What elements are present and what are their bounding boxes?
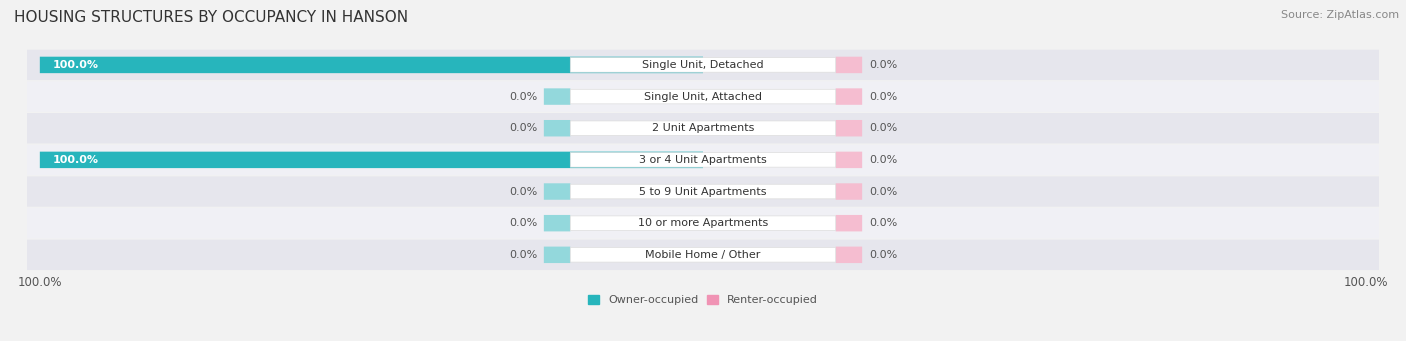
Text: Source: ZipAtlas.com: Source: ZipAtlas.com [1281,10,1399,20]
Text: 0.0%: 0.0% [869,60,897,70]
Text: 0.0%: 0.0% [869,250,897,260]
Text: 0.0%: 0.0% [869,218,897,228]
FancyBboxPatch shape [571,152,835,167]
FancyBboxPatch shape [571,121,835,135]
FancyBboxPatch shape [835,120,862,136]
Text: 0.0%: 0.0% [509,187,537,196]
Text: 0.0%: 0.0% [509,92,537,102]
FancyBboxPatch shape [544,120,571,136]
FancyBboxPatch shape [27,176,1379,207]
FancyBboxPatch shape [27,240,1379,270]
Text: 0.0%: 0.0% [509,218,537,228]
FancyBboxPatch shape [835,57,862,73]
Text: Single Unit, Attached: Single Unit, Attached [644,92,762,102]
FancyBboxPatch shape [544,247,571,263]
Legend: Owner-occupied, Renter-occupied: Owner-occupied, Renter-occupied [588,295,818,305]
FancyBboxPatch shape [39,57,703,73]
Text: 0.0%: 0.0% [509,123,537,133]
Text: 3 or 4 Unit Apartments: 3 or 4 Unit Apartments [640,155,766,165]
FancyBboxPatch shape [835,152,862,168]
Text: Single Unit, Detached: Single Unit, Detached [643,60,763,70]
FancyBboxPatch shape [27,113,1379,144]
Text: 0.0%: 0.0% [869,155,897,165]
Text: 100.0%: 100.0% [53,60,98,70]
FancyBboxPatch shape [544,215,571,232]
Text: HOUSING STRUCTURES BY OCCUPANCY IN HANSON: HOUSING STRUCTURES BY OCCUPANCY IN HANSO… [14,10,408,25]
Text: 0.0%: 0.0% [869,92,897,102]
FancyBboxPatch shape [27,81,1379,112]
FancyBboxPatch shape [835,215,862,232]
Text: 0.0%: 0.0% [869,187,897,196]
Text: Mobile Home / Other: Mobile Home / Other [645,250,761,260]
FancyBboxPatch shape [571,248,835,262]
FancyBboxPatch shape [27,50,1379,80]
Text: 0.0%: 0.0% [869,123,897,133]
FancyBboxPatch shape [27,145,1379,175]
FancyBboxPatch shape [27,208,1379,238]
FancyBboxPatch shape [571,216,835,231]
FancyBboxPatch shape [571,58,835,72]
Text: 5 to 9 Unit Apartments: 5 to 9 Unit Apartments [640,187,766,196]
FancyBboxPatch shape [544,183,571,200]
Text: 10 or more Apartments: 10 or more Apartments [638,218,768,228]
FancyBboxPatch shape [39,152,703,168]
Text: 0.0%: 0.0% [509,250,537,260]
FancyBboxPatch shape [571,184,835,199]
Text: 2 Unit Apartments: 2 Unit Apartments [652,123,754,133]
Text: 100.0%: 100.0% [53,155,98,165]
FancyBboxPatch shape [571,89,835,104]
FancyBboxPatch shape [835,88,862,105]
FancyBboxPatch shape [835,247,862,263]
FancyBboxPatch shape [835,183,862,200]
FancyBboxPatch shape [544,88,571,105]
